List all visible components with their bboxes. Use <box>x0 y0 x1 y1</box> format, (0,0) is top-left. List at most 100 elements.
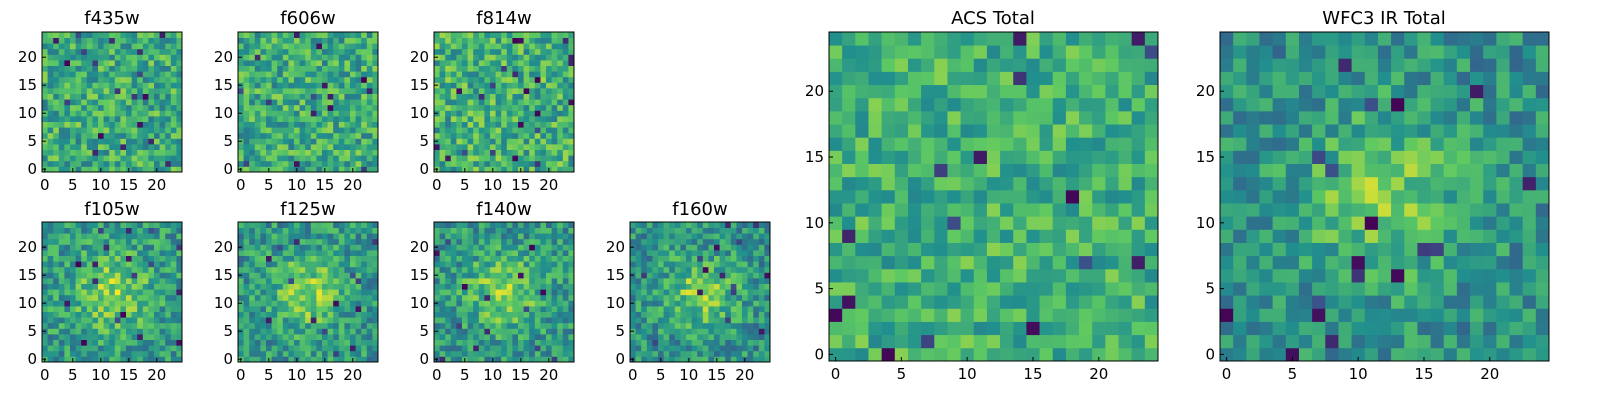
heatmap-cell <box>137 244 144 251</box>
heatmap-cell <box>98 261 104 268</box>
heatmap-cell <box>81 278 88 284</box>
heatmap-cell <box>271 48 278 55</box>
heatmap-cell <box>518 110 524 117</box>
heatmap-cell <box>747 261 754 268</box>
heatmap-cell <box>439 222 446 228</box>
heatmap-cell <box>47 48 54 55</box>
heatmap-cell <box>131 110 138 117</box>
heatmap-cell <box>697 322 704 329</box>
heatmap-cell <box>299 306 306 312</box>
heatmap-cell <box>126 65 132 72</box>
heatmap-cell <box>282 334 289 340</box>
heatmap-cell <box>81 255 88 262</box>
heatmap-cell <box>338 233 345 240</box>
heatmap-cell <box>70 222 76 228</box>
heatmap-cell <box>506 311 513 318</box>
heatmap-cell <box>86 132 93 139</box>
heatmap-cell <box>338 71 345 78</box>
heatmap-cell <box>473 317 480 324</box>
heatmap-cell <box>288 37 295 44</box>
heatmap-cell <box>327 300 334 307</box>
heatmap-cell <box>450 222 457 228</box>
heatmap-cell <box>266 244 272 251</box>
heatmap-cell <box>92 339 99 346</box>
heatmap-cell <box>366 32 373 38</box>
heatmap-cell <box>165 71 172 78</box>
heatmap-cell <box>238 144 244 150</box>
heatmap-cell <box>165 104 172 111</box>
heatmap-cell <box>1000 216 1014 230</box>
heatmap-cell <box>344 65 351 72</box>
heatmap-cell <box>1052 163 1067 178</box>
heatmap-cell <box>1065 308 1080 322</box>
heatmap-cell <box>484 322 491 329</box>
heatmap-cell <box>271 334 278 340</box>
heatmap-cell <box>165 43 172 50</box>
heatmap-cell <box>669 222 676 228</box>
heatmap-cell <box>702 261 709 268</box>
heatmap-cell <box>159 261 166 268</box>
heatmap-cell <box>562 350 569 357</box>
heatmap-cell <box>557 76 564 83</box>
heatmap-cell <box>445 289 452 296</box>
heatmap-cell <box>551 82 558 89</box>
heatmap-cell <box>288 289 295 296</box>
heatmap-cell <box>176 138 183 145</box>
heatmap-cell <box>305 116 312 122</box>
heatmap-cell <box>294 255 300 262</box>
heatmap-cell <box>686 233 692 240</box>
heatmap-cell <box>702 238 709 245</box>
heatmap-cell <box>92 121 99 128</box>
heatmap-cell <box>64 322 71 329</box>
heatmap-cell <box>299 43 306 50</box>
heatmap-cell <box>70 160 76 167</box>
heatmap-cell <box>742 300 748 307</box>
heatmap-cell <box>490 60 496 66</box>
heatmap-cell <box>294 289 300 296</box>
heatmap-cell <box>148 261 155 268</box>
heatmap-cell <box>736 300 743 307</box>
heatmap-cell <box>75 99 82 106</box>
heatmap-cell <box>947 137 961 151</box>
heatmap-cell <box>534 60 541 66</box>
heatmap-cell <box>53 149 60 156</box>
heatmap-cell <box>81 250 88 256</box>
heatmap-cell <box>338 132 345 139</box>
heatmap-cell <box>243 261 250 268</box>
heatmap-cell <box>1039 189 1054 204</box>
heatmap-cell <box>568 104 575 111</box>
heatmap-cell <box>58 160 65 167</box>
heatmap-cell <box>456 160 463 167</box>
heatmap-cell <box>947 242 961 257</box>
heatmap-cell <box>361 132 368 139</box>
heatmap-cell <box>445 104 452 111</box>
heatmap-cell <box>467 339 474 346</box>
heatmap-cell <box>159 60 166 66</box>
heatmap-cell <box>126 144 132 150</box>
heatmap-cell <box>540 266 547 273</box>
heatmap-cell <box>305 54 312 61</box>
heatmap-cell <box>540 149 547 156</box>
heatmap-cell <box>742 250 748 256</box>
heatmap-cell <box>75 306 82 312</box>
heatmap-cell <box>562 345 569 352</box>
heatmap-cell <box>719 339 726 346</box>
heatmap-cell <box>53 227 60 234</box>
heatmap-cell <box>75 160 82 167</box>
heatmap-cell <box>243 32 250 38</box>
heatmap-cell <box>501 138 508 145</box>
heatmap-cell <box>316 322 323 329</box>
heatmap-cell <box>719 222 726 228</box>
heatmap-cell <box>646 300 653 307</box>
heatmap-cell <box>86 93 93 100</box>
heatmap-cell <box>551 317 558 324</box>
heatmap-cell <box>282 356 289 363</box>
heatmap-cell <box>238 32 244 38</box>
heatmap-cell <box>53 238 60 245</box>
heatmap-cell <box>70 132 76 139</box>
heatmap-cell <box>288 306 295 312</box>
heatmap-cell <box>159 121 166 128</box>
heatmap-cell <box>450 328 457 335</box>
heatmap-cell <box>1013 176 1027 191</box>
heatmap-cell <box>534 160 541 167</box>
